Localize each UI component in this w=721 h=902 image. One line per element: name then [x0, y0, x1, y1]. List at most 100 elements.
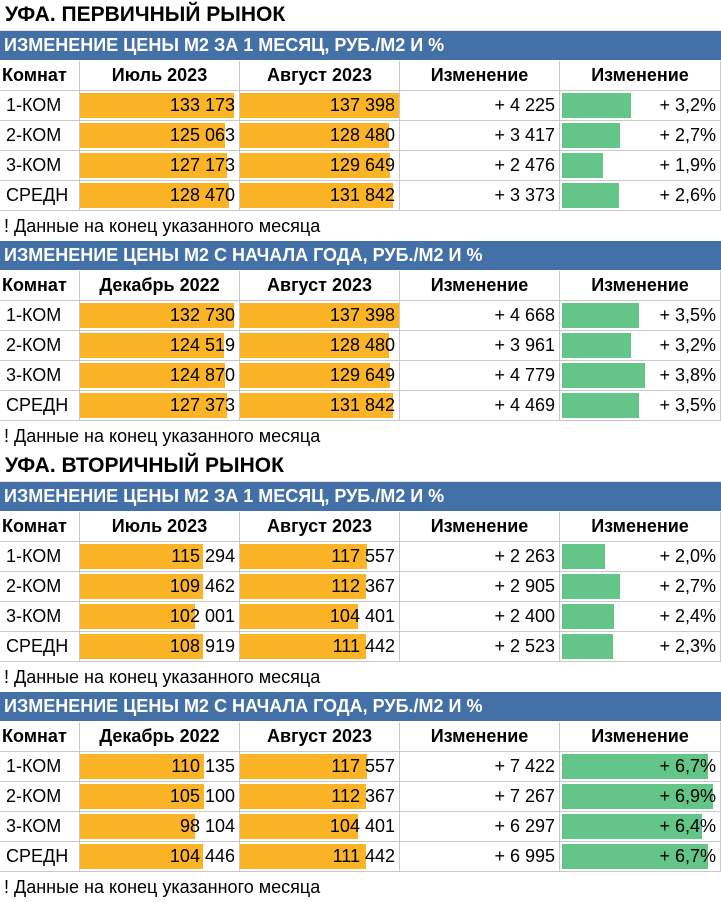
- change-pct-cell[interactable]: + 2,4%: [560, 602, 721, 632]
- price-value: 131 842: [329, 185, 395, 205]
- room-type-cell[interactable]: 3-КОМ: [0, 361, 80, 391]
- room-type-cell[interactable]: 3-КОМ: [0, 151, 80, 181]
- end-price-cell[interactable]: 131 842: [240, 181, 400, 211]
- room-type-cell[interactable]: СРЕДН: [0, 842, 80, 872]
- change-abs-cell[interactable]: + 3 961: [400, 331, 560, 361]
- change-pct-cell[interactable]: + 3,5%: [560, 391, 721, 421]
- change-pct-cell[interactable]: + 3,2%: [560, 91, 721, 121]
- start-price-cell[interactable]: 110 135: [80, 752, 240, 782]
- start-price-cell[interactable]: 115 294: [80, 542, 240, 572]
- change-data-bar: [562, 393, 639, 418]
- start-price-cell[interactable]: 98 104: [80, 812, 240, 842]
- change-pct-cell[interactable]: + 6,9%: [560, 782, 721, 812]
- start-price-cell[interactable]: 109 462: [80, 572, 240, 602]
- price-data-bar: [80, 544, 204, 569]
- start-price-cell[interactable]: 105 100: [80, 782, 240, 812]
- price-value: 132 730: [169, 305, 235, 325]
- change-abs-cell[interactable]: + 4 225: [400, 91, 560, 121]
- change-abs-cell[interactable]: + 6 297: [400, 812, 560, 842]
- change-abs-cell[interactable]: + 3 417: [400, 121, 560, 151]
- end-price-cell[interactable]: 137 398: [240, 91, 400, 121]
- room-type-cell[interactable]: 1-КОМ: [0, 542, 80, 572]
- start-price-cell[interactable]: 125 063: [80, 121, 240, 151]
- start-price-cell[interactable]: 128 470: [80, 181, 240, 211]
- change-pct-cell[interactable]: + 6,7%: [560, 752, 721, 782]
- start-price-cell[interactable]: 132 730: [80, 301, 240, 331]
- change-data-bar: [562, 604, 615, 629]
- start-price-cell[interactable]: 102 001: [80, 602, 240, 632]
- room-type-cell[interactable]: СРЕДН: [0, 181, 80, 211]
- change-abs-cell[interactable]: + 7 422: [400, 752, 560, 782]
- end-price-cell[interactable]: 131 842: [240, 391, 400, 421]
- room-type-cell[interactable]: 2-КОМ: [0, 121, 80, 151]
- change-pct-cell[interactable]: + 2,7%: [560, 121, 721, 151]
- room-type-cell[interactable]: СРЕДН: [0, 391, 80, 421]
- change-abs-cell[interactable]: + 4 668: [400, 301, 560, 331]
- change-pct-cell[interactable]: + 1,9%: [560, 151, 721, 181]
- room-type-cell[interactable]: СРЕДН: [0, 632, 80, 662]
- price-value: 127 173: [169, 155, 235, 175]
- room-type-cell[interactable]: 2-КОМ: [0, 782, 80, 812]
- end-price-cell[interactable]: 104 401: [240, 812, 400, 842]
- change-abs-cell[interactable]: + 4 779: [400, 361, 560, 391]
- room-type-cell[interactable]: 2-КОМ: [0, 331, 80, 361]
- room-type-cell[interactable]: 2-КОМ: [0, 572, 80, 602]
- end-price-cell[interactable]: 129 649: [240, 361, 400, 391]
- room-type-cell[interactable]: 1-КОМ: [0, 91, 80, 121]
- table-banner: ИЗМЕНЕНИЕ ЦЕНЫ М2 С НАЧАЛА ГОДА, РУБ./М2…: [0, 692, 721, 722]
- end-price-cell[interactable]: 137 398: [240, 301, 400, 331]
- price-data-bar: [240, 604, 359, 629]
- change-data-bar: [562, 844, 708, 869]
- price-value: 109 462: [169, 576, 235, 596]
- change-abs-cell[interactable]: + 4 469: [400, 391, 560, 421]
- start-price-cell[interactable]: 127 373: [80, 391, 240, 421]
- column-header: Декабрь 2022: [80, 722, 240, 752]
- room-type-cell[interactable]: 1-КОМ: [0, 752, 80, 782]
- change-abs-cell[interactable]: + 2 400: [400, 602, 560, 632]
- change-pct-cell[interactable]: + 3,2%: [560, 331, 721, 361]
- change-pct-cell[interactable]: + 2,7%: [560, 572, 721, 602]
- end-price-cell[interactable]: 128 480: [240, 121, 400, 151]
- change-pct-cell[interactable]: + 2,0%: [560, 542, 721, 572]
- start-price-cell[interactable]: 133 173: [80, 91, 240, 121]
- change-pct-cell[interactable]: + 6,4%: [560, 812, 721, 842]
- start-price-cell[interactable]: 104 446: [80, 842, 240, 872]
- end-price-cell[interactable]: 129 649: [240, 151, 400, 181]
- change-pct-cell[interactable]: + 2,6%: [560, 181, 721, 211]
- price-data-bar: [80, 123, 225, 148]
- end-price-cell[interactable]: 128 480: [240, 331, 400, 361]
- start-price-cell[interactable]: 127 173: [80, 151, 240, 181]
- start-price-cell[interactable]: 124 870: [80, 361, 240, 391]
- change-abs-cell[interactable]: + 2 263: [400, 542, 560, 572]
- end-price-cell[interactable]: 117 557: [240, 752, 400, 782]
- price-value: 111 442: [332, 636, 395, 656]
- start-price-cell[interactable]: 108 919: [80, 632, 240, 662]
- change-abs-cell[interactable]: + 3 373: [400, 181, 560, 211]
- change-abs-cell[interactable]: + 6 995: [400, 842, 560, 872]
- column-header: Август 2023: [240, 61, 400, 91]
- room-type-cell[interactable]: 3-КОМ: [0, 602, 80, 632]
- start-price-cell[interactable]: 124 519: [80, 331, 240, 361]
- change-pct-cell[interactable]: + 6,7%: [560, 842, 721, 872]
- column-header: Комнат: [0, 271, 80, 301]
- change-abs-cell[interactable]: + 2 905: [400, 572, 560, 602]
- price-data-bar: [80, 333, 224, 358]
- table-row: 1-КОМ 132 730 137 398 + 4 668 + 3,5%: [0, 301, 721, 331]
- change-data-bar: [562, 544, 605, 569]
- room-type-cell[interactable]: 1-КОМ: [0, 301, 80, 331]
- change-abs-cell[interactable]: + 7 267: [400, 782, 560, 812]
- end-price-cell[interactable]: 111 442: [240, 632, 400, 662]
- end-price-cell[interactable]: 117 557: [240, 542, 400, 572]
- change-pct-cell[interactable]: + 3,8%: [560, 361, 721, 391]
- room-type-cell[interactable]: 3-КОМ: [0, 812, 80, 842]
- change-pct-cell[interactable]: + 3,5%: [560, 301, 721, 331]
- change-abs-cell[interactable]: + 2 523: [400, 632, 560, 662]
- end-price-cell[interactable]: 104 401: [240, 602, 400, 632]
- end-price-cell[interactable]: 111 442: [240, 842, 400, 872]
- end-price-cell[interactable]: 112 367: [240, 782, 400, 812]
- change-pct-cell[interactable]: + 2,3%: [560, 632, 721, 662]
- price-data-bar: [240, 574, 367, 599]
- change-abs-cell[interactable]: + 2 476: [400, 151, 560, 181]
- change-abs-value: + 7 422: [494, 756, 555, 776]
- end-price-cell[interactable]: 112 367: [240, 572, 400, 602]
